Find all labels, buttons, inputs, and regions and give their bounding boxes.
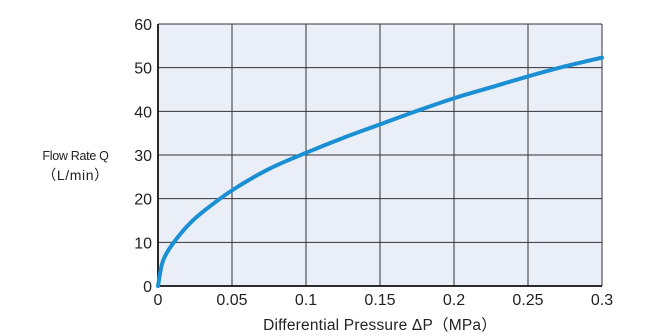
- y-axis-label-line1: Flow Rate Q: [42, 149, 109, 163]
- y-tick-label: 20: [134, 192, 152, 209]
- grid: [158, 23, 603, 286]
- y-tick-label: 60: [134, 17, 152, 34]
- y-tick-label: 0: [143, 279, 152, 296]
- x-axis-label: Differential Pressure ΔP（MPa）: [263, 317, 497, 334]
- axes: [157, 24, 602, 287]
- series-line: [156, 55, 604, 288]
- x-tick-label: 0.1: [295, 292, 317, 309]
- y-axis-label: Flow Rate Q （L/min）: [28, 147, 123, 185]
- y-tick-label: 50: [134, 61, 152, 78]
- x-tick-label: 0.15: [364, 292, 395, 309]
- y-axis-label-line2: （L/min）: [42, 167, 109, 183]
- y-tick-label: 10: [134, 235, 152, 252]
- x-tick-label: 0.2: [443, 292, 465, 309]
- y-tick-label: 40: [134, 104, 152, 121]
- y-tick-label: 30: [134, 148, 152, 165]
- x-axis-ticks: 0 0.05 0.1 0.15 0.2 0.25 0.3: [154, 292, 614, 309]
- x-tick-label: 0: [154, 292, 163, 309]
- x-tick-label: 0.25: [512, 292, 543, 309]
- x-tick-label: 0.3: [591, 292, 613, 309]
- y-axis-ticks: 0 10 20 30 40 50 60: [134, 17, 152, 296]
- x-tick-label: 0.05: [216, 292, 247, 309]
